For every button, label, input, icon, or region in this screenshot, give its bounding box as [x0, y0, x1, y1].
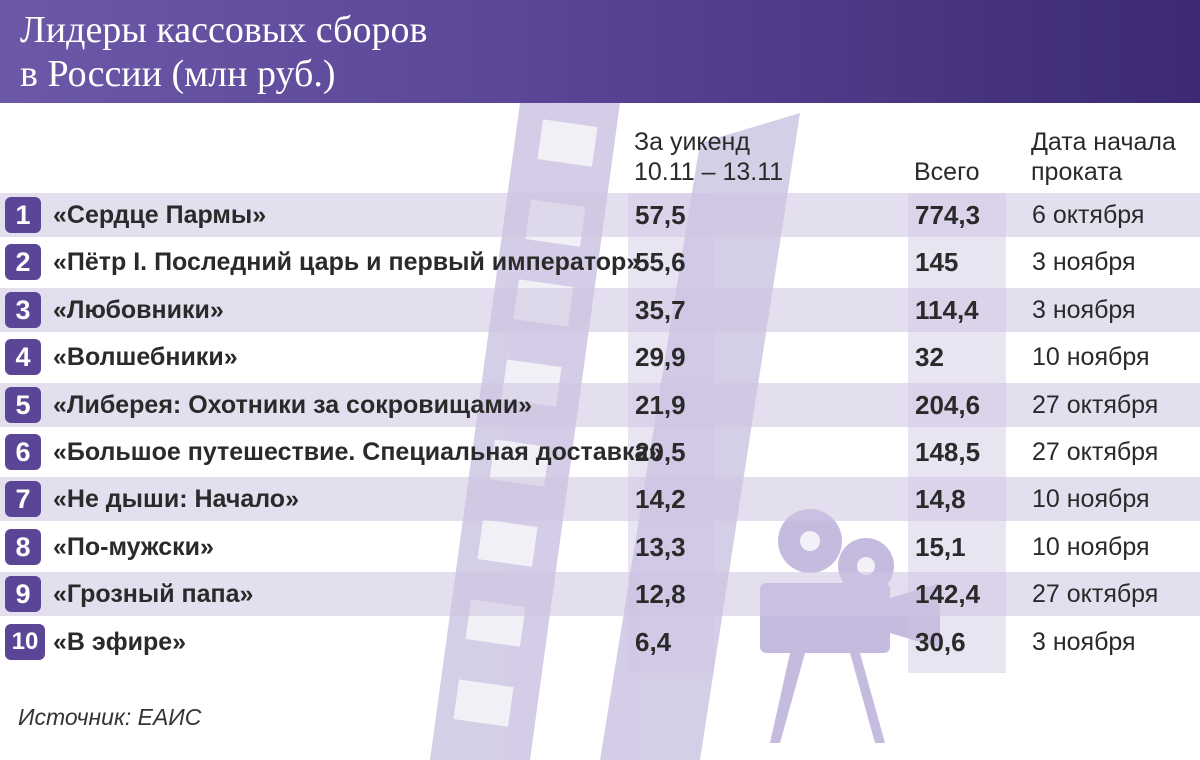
total-value: 15,1 [915, 531, 966, 562]
date-header-line-1: Дата начала [1031, 128, 1176, 156]
table-row: 2 «Пётр I. Последний царь и первый импера… [0, 240, 1200, 284]
rank-badge: 3 [5, 291, 41, 328]
table-row: 5 «Либерея: Охотники за сокровищами» 21,9 2… [0, 382, 1200, 427]
film-title: «Сердце Пармы» [53, 201, 267, 229]
film-title: «По-мужски» [53, 532, 214, 561]
table-row: 9 «Грозный папа» 12,8 142,4 27 октября [0, 572, 1200, 617]
rank-badge: 4 [5, 339, 41, 376]
film-title: «Не дыши: Начало» [53, 485, 299, 514]
total-value: 204,6 [915, 389, 981, 420]
weekend-header-line-2: 10.11 – 13.11 [634, 158, 784, 186]
title-line-2: в России (млн руб.) [20, 53, 336, 95]
total-value: 114,4 [915, 294, 979, 325]
release-date: 10 ноября [1032, 343, 1150, 372]
rank-badge: 9 [5, 576, 41, 613]
total-value: 32 [915, 342, 944, 373]
weekend-value: 13,3 [635, 531, 686, 562]
release-date: 27 октября [1032, 580, 1159, 609]
film-title: «Волшебники» [53, 343, 238, 372]
weekend-value: 20,5 [635, 437, 686, 467]
release-date: 27 октября [1032, 438, 1159, 466]
rank-badge: 1 [5, 197, 41, 233]
weekend-value: 14,2 [635, 484, 686, 515]
film-title: «Пётр I. Последний царь и первый императ… [53, 248, 641, 277]
table-row: 6 «Большое путешествие. Специальная доста… [0, 430, 1200, 474]
table-row: 8 «По-мужски» 13,3 15,1 10 ноября [0, 525, 1200, 569]
column-header-date: Дата начала проката [1031, 127, 1176, 187]
weekend-value: 35,7 [635, 294, 686, 325]
table-row: 1 «Сердце Пармы» 57,5 774,3 6 октября [0, 193, 1200, 237]
total-header: Всего [914, 158, 980, 186]
table-row: 7 «Не дыши: Начало» 14,2 14,8 10 ноября [0, 477, 1200, 522]
rank-badge: 5 [5, 386, 41, 423]
weekend-value: 55,6 [635, 247, 686, 278]
weekend-value: 12,8 [635, 579, 686, 610]
total-value: 142,4 [915, 579, 981, 610]
title-line-1: Лидеры кассовых сборов [20, 9, 428, 51]
total-value: 774,3 [915, 200, 981, 230]
source-note: Источник: ЕАИС [18, 704, 202, 730]
total-value: 148,5 [915, 437, 981, 467]
rank-badge: 8 [5, 528, 41, 565]
table-row: 4 «Волшебники» 29,9 32 10 ноября [0, 335, 1200, 379]
weekend-header-line-1: За уикенд [634, 128, 750, 156]
table-row: 3 «Любовники» 35,7 114,4 3 ноября [0, 287, 1200, 332]
rank-badge: 6 [5, 434, 41, 470]
rank-badge: 10 [5, 623, 45, 660]
rank-badge: 2 [5, 244, 41, 281]
weekend-value: 57,5 [635, 200, 686, 230]
total-value: 14,8 [915, 484, 966, 515]
release-date: 10 ноября [1032, 485, 1150, 514]
film-title: «Грозный папа» [53, 580, 254, 609]
weekend-value: 21,9 [635, 389, 686, 420]
film-title: «Большое путешествие. Специальная достав… [53, 438, 663, 466]
release-date: 3 ноября [1032, 627, 1136, 656]
release-date: 3 ноября [1032, 295, 1136, 324]
film-title: «Любовники» [53, 295, 224, 324]
date-header-line-2: проката [1031, 158, 1123, 186]
column-header-weekend: За уикенд 10.11 – 13.11 [634, 127, 783, 187]
weekend-value: 6,4 [635, 626, 672, 657]
total-value: 30,6 [915, 626, 966, 657]
chart-title: Лидеры кассовых сборов в России (млн руб… [20, 8, 427, 96]
total-value: 145 [915, 247, 959, 278]
release-date: 27 октября [1032, 390, 1159, 419]
release-date: 6 октября [1032, 201, 1145, 229]
title-banner: Лидеры кассовых сборов в России (млн руб… [0, 0, 1200, 103]
release-date: 3 ноября [1032, 248, 1136, 277]
weekend-value: 29,9 [635, 342, 686, 373]
rank-badge: 7 [5, 481, 41, 518]
release-date: 10 ноября [1032, 532, 1150, 561]
film-title: «В эфире» [53, 627, 187, 656]
film-title: «Либерея: Охотники за сокровищами» [53, 390, 533, 419]
column-header-total: Всего [914, 157, 980, 187]
table-row: 10 «В эфире» 6,4 30,6 3 ноября [0, 620, 1200, 664]
